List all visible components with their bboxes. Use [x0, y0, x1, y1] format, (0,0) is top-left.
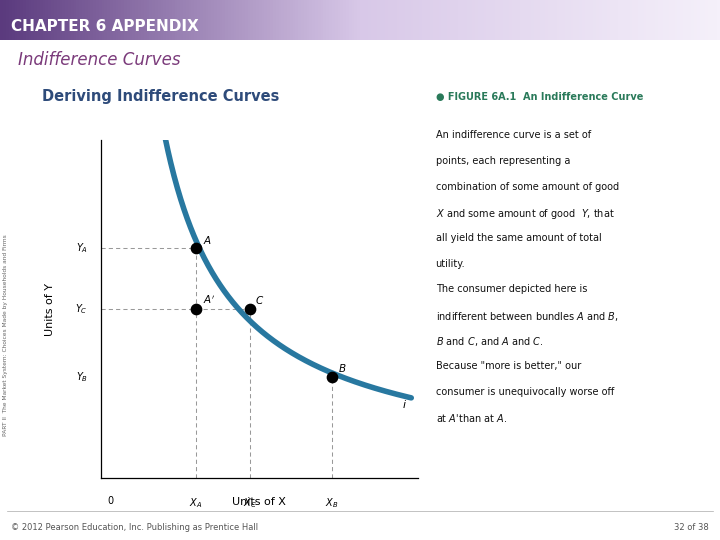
Text: utility.: utility. — [436, 259, 465, 268]
Text: © 2012 Pearson Education, Inc. Publishing as Prentice Hall: © 2012 Pearson Education, Inc. Publishin… — [11, 523, 258, 532]
Text: $C$: $C$ — [256, 294, 265, 307]
Text: Because "more is better," our: Because "more is better," our — [436, 361, 581, 371]
Text: CHAPTER 6 APPENDIX: CHAPTER 6 APPENDIX — [11, 19, 199, 34]
Text: $Y_A$: $Y_A$ — [76, 241, 88, 255]
Text: $X_C$: $X_C$ — [243, 496, 256, 510]
Text: consumer is unequivocally worse off: consumer is unequivocally worse off — [436, 387, 614, 397]
Text: $B$: $B$ — [338, 362, 346, 374]
Text: $X$ and some amount of good  $Y$, that: $X$ and some amount of good $Y$, that — [436, 207, 614, 221]
Text: $Y_B$: $Y_B$ — [76, 370, 88, 383]
Point — [326, 373, 338, 381]
Text: 0: 0 — [107, 496, 113, 507]
Text: PART II  The Market System: Choices Made by Households and Firms: PART II The Market System: Choices Made … — [4, 234, 8, 436]
Text: Indifference Curves: Indifference Curves — [18, 51, 180, 69]
Text: $i$: $i$ — [402, 398, 407, 410]
Text: Units of Y: Units of Y — [45, 282, 55, 336]
Text: Deriving Indifference Curves: Deriving Indifference Curves — [42, 89, 280, 104]
Text: indifferent between bundles $A$ and $B$,: indifferent between bundles $A$ and $B$, — [436, 310, 618, 323]
Text: $A$: $A$ — [203, 234, 212, 246]
Text: points, each representing a: points, each representing a — [436, 156, 570, 166]
Text: 32 of 38: 32 of 38 — [675, 523, 709, 532]
Point — [244, 305, 256, 313]
Text: The consumer depicted here is: The consumer depicted here is — [436, 284, 587, 294]
Text: An indifference curve is a set of: An indifference curve is a set of — [436, 130, 590, 140]
Text: combination of some amount of good: combination of some amount of good — [436, 181, 618, 192]
Text: at $A$'than at $A$.: at $A$'than at $A$. — [436, 412, 507, 424]
Text: $A'$: $A'$ — [203, 294, 215, 307]
Text: $X_B$: $X_B$ — [325, 496, 338, 510]
Text: $B$ and $C$, and $A$ and $C$.: $B$ and $C$, and $A$ and $C$. — [436, 335, 544, 348]
Text: ● FIGURE 6A.1  An Indifference Curve: ● FIGURE 6A.1 An Indifference Curve — [436, 92, 643, 102]
Point — [190, 305, 202, 313]
Text: $Y_C$: $Y_C$ — [76, 302, 88, 316]
X-axis label: Units of X: Units of X — [233, 497, 286, 508]
Point — [190, 244, 202, 253]
Text: $X_A$: $X_A$ — [189, 496, 202, 510]
Text: all yield the same amount of total: all yield the same amount of total — [436, 233, 601, 243]
